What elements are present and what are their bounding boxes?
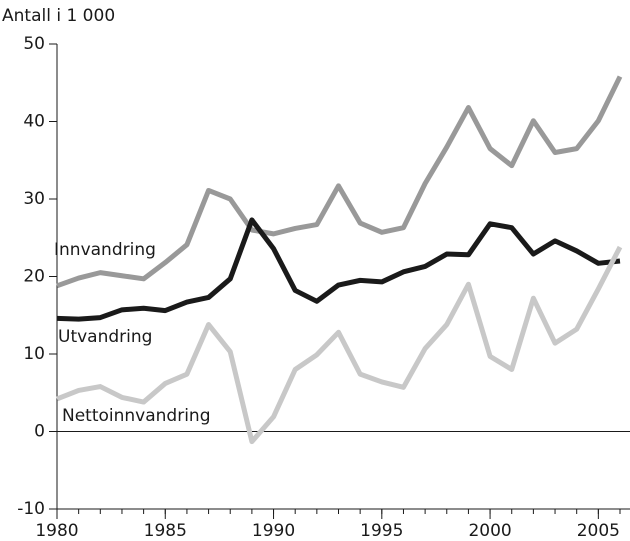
series-line <box>56 217 621 322</box>
x-tick-label: 2005 <box>577 521 620 541</box>
series-line <box>56 245 623 445</box>
x-tick-label: 1985 <box>144 521 187 541</box>
series-label: Utvandring <box>58 327 152 347</box>
y-axis-title: Antall i 1 000 <box>2 6 115 26</box>
series-label: Nettoinnvandring <box>62 406 211 426</box>
x-tick-label: 1980 <box>35 521 78 541</box>
x-tick-label: 2000 <box>468 521 511 541</box>
y-tick-label: 40 <box>23 112 45 132</box>
y-tick-label: 20 <box>23 267 45 287</box>
series-line <box>56 75 623 289</box>
series-label: Innvandring <box>54 240 156 260</box>
x-tick-label: 1995 <box>360 521 403 541</box>
x-tick-label: 1990 <box>252 521 295 541</box>
y-tick-label: 0 <box>34 422 45 442</box>
y-tick-label: 10 <box>23 344 45 364</box>
y-tick-label: -10 <box>17 499 45 519</box>
y-tick-label: 30 <box>23 189 45 209</box>
y-tick-label: 50 <box>23 34 45 54</box>
